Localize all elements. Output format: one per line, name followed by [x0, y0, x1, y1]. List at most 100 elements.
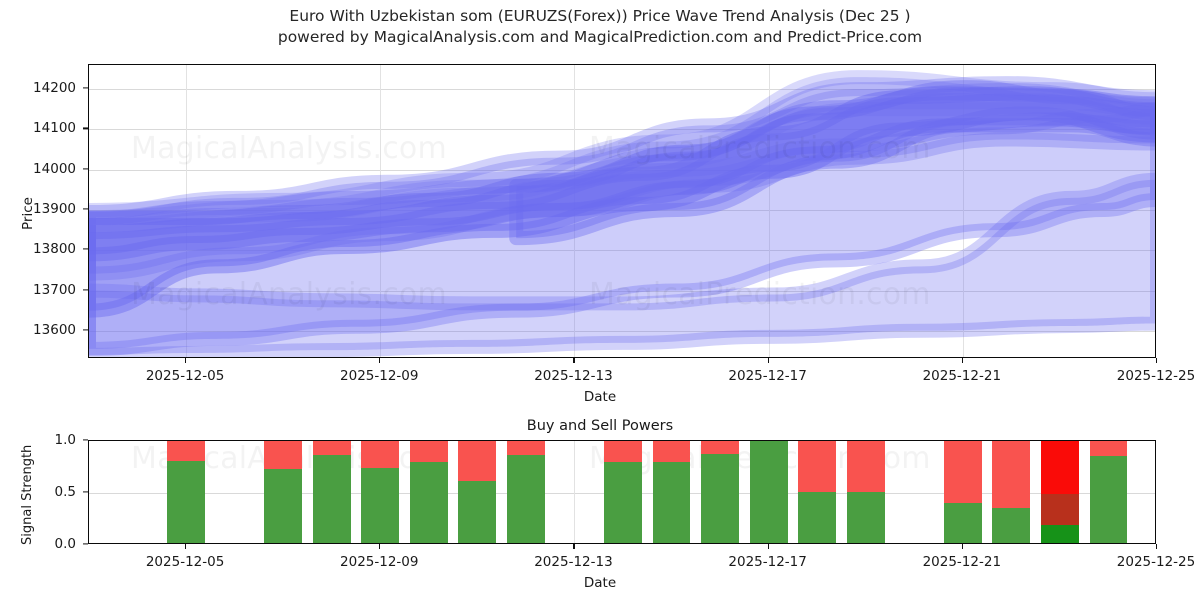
buy-power-segment	[943, 503, 982, 543]
signal-bar	[652, 441, 691, 543]
wave-band	[509, 80, 1155, 246]
main-xtick-label: 2025-12-05	[145, 368, 225, 384]
price-gridline	[89, 209, 1155, 211]
signal-bar	[458, 441, 497, 543]
chart-title-line-1: Euro With Uzbekistan som (EURUZS(Forex))…	[289, 7, 911, 25]
lower-xtick-mark	[379, 544, 381, 549]
buy-power-segment	[409, 461, 448, 543]
sell-power-segment	[943, 441, 982, 504]
main-xtick-mark	[767, 358, 769, 363]
main-xtick-mark	[573, 358, 575, 363]
signal-bar	[264, 441, 303, 543]
signal-bar	[361, 441, 400, 543]
signal-bar	[846, 441, 885, 543]
buy-power-segment	[506, 454, 545, 543]
price-gridline	[89, 169, 1155, 171]
lower-xtick-label: 2025-12-13	[534, 554, 613, 570]
sell-power-segment	[506, 441, 545, 455]
sell-power-segment	[167, 441, 206, 461]
sell-power-segment	[361, 441, 400, 469]
chart-title-block: Euro With Uzbekistan som (EURUZS(Forex))…	[0, 6, 1200, 48]
signal-bar	[312, 441, 351, 543]
date-gridline	[574, 441, 576, 543]
sell-power-segment	[409, 441, 448, 462]
lower-date-axis-label: Date	[583, 575, 617, 591]
price-gridline	[89, 250, 1155, 252]
main-date-axis-label: Date	[583, 389, 617, 405]
wave-band	[89, 70, 1155, 233]
price-ytick-label: 13600	[33, 321, 76, 338]
price-ytick-label: 14200	[33, 80, 76, 97]
signal-bar	[701, 441, 740, 543]
sell-power-segment	[264, 441, 303, 470]
price-gridline	[89, 129, 1155, 131]
buy-power-segment	[167, 460, 206, 543]
price-gridline	[89, 290, 1155, 292]
chart-title-line-2: powered by MagicalAnalysis.com and Magic…	[277, 28, 923, 46]
main-xtick-mark	[1156, 358, 1158, 363]
signal-bar	[604, 441, 642, 543]
main-xtick-label: 2025-12-13	[534, 368, 613, 384]
buy-power-segment	[992, 507, 1031, 543]
main-xtick-mark	[185, 358, 187, 363]
sell-power-segment	[992, 441, 1031, 508]
wave-band	[89, 86, 1155, 318]
signal-bar	[167, 441, 206, 543]
price-ytick-label: 14100	[33, 120, 76, 137]
price-gridline	[89, 330, 1155, 332]
lower-xtick-label: 2025-12-09	[340, 554, 419, 570]
signal-bar	[409, 441, 448, 543]
signal-bar	[798, 441, 837, 543]
buy-power-segment	[652, 461, 691, 543]
main-xtick-mark	[961, 358, 963, 363]
lower-xtick-mark	[767, 544, 769, 549]
sell-power-overlap-segment	[1040, 494, 1079, 526]
signal-ytick-label: 1.0	[54, 432, 76, 448]
price-ytick-label: 13900	[33, 200, 76, 217]
price-ytick-label: 13700	[33, 281, 76, 298]
signal-bar	[749, 441, 788, 543]
date-gridline	[186, 65, 188, 357]
date-gridline	[768, 65, 770, 357]
buy-power-segment	[846, 492, 885, 543]
signal-bar	[943, 441, 982, 543]
date-gridline	[380, 65, 382, 357]
lower-xtick-label: 2025-12-25	[1116, 554, 1196, 570]
sell-power-segment	[458, 441, 497, 481]
lower-xtick-mark	[573, 544, 575, 549]
date-gridline	[962, 65, 964, 357]
buy-power-segment	[1040, 525, 1079, 543]
buy-power-segment	[749, 441, 788, 543]
signal-bar	[506, 441, 545, 543]
sell-power-segment	[846, 441, 885, 493]
price-wave-chart-panel: MagicalAnalysis.comMagicalPrediction.com…	[88, 64, 1156, 358]
signal-bar	[992, 441, 1031, 543]
buy-sell-powers-title: Buy and Sell Powers	[526, 418, 674, 434]
sell-power-segment	[701, 441, 740, 454]
price-ytick-label: 13800	[33, 241, 76, 258]
main-xtick-label: 2025-12-17	[728, 368, 807, 384]
wave-band	[89, 86, 1155, 262]
sell-power-segment	[652, 441, 691, 462]
buy-power-segment	[1089, 455, 1128, 543]
buy-power-segment	[701, 453, 740, 543]
lower-xtick-mark	[185, 544, 187, 549]
main-xtick-label: 2025-12-25	[1116, 368, 1196, 384]
main-xtick-label: 2025-12-09	[340, 368, 419, 384]
main-xtick-mark	[379, 358, 381, 363]
buy-sell-powers-panel: MagicalAnalysis.comMagicalPrediction.com	[88, 440, 1156, 544]
lower-xtick-label: 2025-12-05	[145, 554, 225, 570]
sell-power-segment	[604, 441, 642, 462]
sell-power-segment	[798, 441, 837, 493]
sell-power-segment	[1089, 441, 1128, 456]
lower-xtick-mark	[1156, 544, 1158, 549]
sell-power-segment	[312, 441, 351, 455]
lower-xtick-label: 2025-12-17	[728, 554, 807, 570]
date-gridline	[574, 65, 576, 357]
buy-power-segment	[458, 480, 497, 543]
lower-xtick-label: 2025-12-21	[922, 554, 1002, 570]
price-gridline	[89, 89, 1155, 91]
buy-power-segment	[604, 461, 642, 543]
wave-band	[89, 102, 1155, 356]
